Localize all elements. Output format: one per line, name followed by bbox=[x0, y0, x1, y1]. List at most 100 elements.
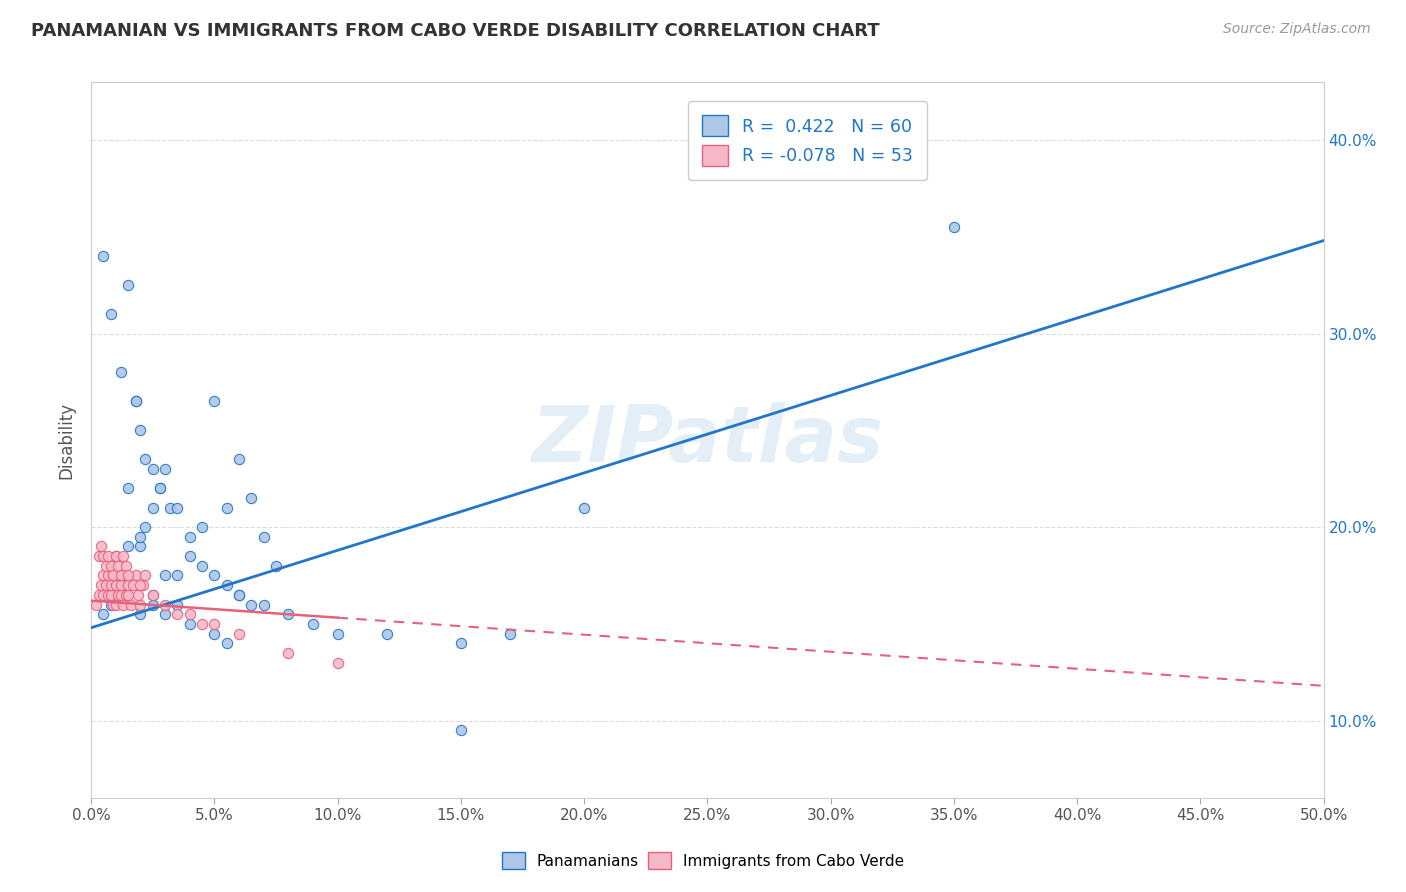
Text: ZIPatlas: ZIPatlas bbox=[531, 402, 883, 478]
Point bbox=[110, 365, 132, 379]
Point bbox=[326, 626, 349, 640]
Point bbox=[202, 568, 225, 582]
Point bbox=[117, 540, 139, 554]
Point bbox=[129, 598, 152, 612]
Point bbox=[129, 578, 152, 592]
Point bbox=[93, 588, 115, 602]
Point bbox=[107, 558, 129, 573]
Point bbox=[191, 558, 214, 573]
Point bbox=[100, 578, 122, 592]
Point bbox=[191, 616, 214, 631]
Point bbox=[103, 598, 125, 612]
Point bbox=[117, 578, 139, 592]
Point bbox=[942, 220, 965, 235]
Point bbox=[179, 616, 201, 631]
Point bbox=[134, 452, 156, 467]
Point bbox=[112, 568, 135, 582]
Point bbox=[97, 588, 120, 602]
Point bbox=[100, 307, 122, 321]
Point bbox=[202, 616, 225, 631]
Point bbox=[159, 500, 181, 515]
Point bbox=[202, 394, 225, 409]
Point bbox=[499, 626, 522, 640]
Point bbox=[94, 578, 117, 592]
Point bbox=[114, 588, 136, 602]
Point bbox=[134, 568, 156, 582]
Point bbox=[166, 500, 188, 515]
Point bbox=[84, 598, 107, 612]
Point bbox=[142, 588, 165, 602]
Point bbox=[122, 578, 145, 592]
Point bbox=[215, 500, 238, 515]
Point bbox=[149, 482, 172, 496]
Text: PANAMANIAN VS IMMIGRANTS FROM CABO VERDE DISABILITY CORRELATION CHART: PANAMANIAN VS IMMIGRANTS FROM CABO VERDE… bbox=[31, 22, 880, 40]
Point bbox=[93, 249, 115, 263]
Point bbox=[166, 568, 188, 582]
Point bbox=[100, 588, 122, 602]
Point bbox=[179, 549, 201, 563]
Point bbox=[110, 588, 132, 602]
Point bbox=[129, 540, 152, 554]
Point bbox=[142, 462, 165, 476]
Point bbox=[103, 568, 125, 582]
Point bbox=[228, 588, 250, 602]
Text: Source: ZipAtlas.com: Source: ZipAtlas.com bbox=[1223, 22, 1371, 37]
Point bbox=[129, 530, 152, 544]
Point bbox=[104, 578, 127, 592]
Point bbox=[114, 558, 136, 573]
Point bbox=[264, 558, 287, 573]
Point bbox=[153, 568, 176, 582]
Point bbox=[215, 578, 238, 592]
Point bbox=[87, 588, 110, 602]
Point bbox=[110, 568, 132, 582]
Point bbox=[110, 578, 132, 592]
Point bbox=[117, 588, 139, 602]
Point bbox=[375, 626, 398, 640]
Point bbox=[142, 500, 165, 515]
Point bbox=[104, 549, 127, 563]
Point bbox=[90, 578, 112, 592]
Point bbox=[142, 588, 165, 602]
Point bbox=[240, 598, 263, 612]
Point bbox=[142, 598, 165, 612]
Point bbox=[253, 598, 276, 612]
Point bbox=[100, 598, 122, 612]
Point bbox=[104, 549, 127, 563]
Point bbox=[153, 598, 176, 612]
Point bbox=[124, 568, 146, 582]
Point bbox=[202, 626, 225, 640]
Point bbox=[450, 723, 472, 738]
Point bbox=[104, 568, 127, 582]
Legend: R =  0.422   N = 60, R = -0.078   N = 53: R = 0.422 N = 60, R = -0.078 N = 53 bbox=[688, 102, 927, 180]
Point bbox=[107, 568, 129, 582]
Point bbox=[103, 568, 125, 582]
Point bbox=[124, 394, 146, 409]
Point bbox=[90, 540, 112, 554]
Point bbox=[94, 558, 117, 573]
Legend: Panamanians, Immigrants from Cabo Verde: Panamanians, Immigrants from Cabo Verde bbox=[495, 846, 911, 875]
Point bbox=[228, 626, 250, 640]
Point bbox=[97, 549, 120, 563]
Point bbox=[326, 656, 349, 670]
Point bbox=[129, 607, 152, 622]
Point bbox=[117, 482, 139, 496]
Point bbox=[112, 549, 135, 563]
Point bbox=[179, 607, 201, 622]
Point bbox=[240, 491, 263, 505]
Point bbox=[93, 549, 115, 563]
Point bbox=[129, 423, 152, 437]
Point bbox=[166, 607, 188, 622]
Y-axis label: Disability: Disability bbox=[58, 401, 75, 478]
Point bbox=[100, 558, 122, 573]
Point bbox=[228, 588, 250, 602]
Point bbox=[191, 520, 214, 534]
Point bbox=[107, 588, 129, 602]
Point bbox=[277, 607, 299, 622]
Point bbox=[253, 530, 276, 544]
Point bbox=[277, 646, 299, 660]
Point bbox=[124, 394, 146, 409]
Point bbox=[132, 578, 155, 592]
Point bbox=[117, 278, 139, 293]
Point bbox=[117, 568, 139, 582]
Point bbox=[153, 607, 176, 622]
